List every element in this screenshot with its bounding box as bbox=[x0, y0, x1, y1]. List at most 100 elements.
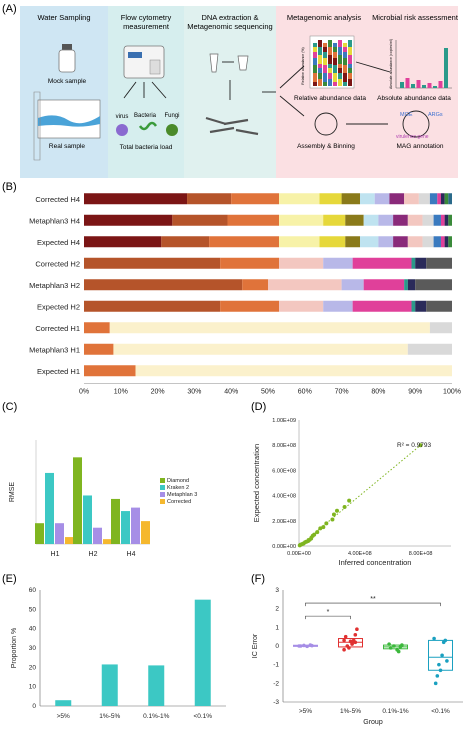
stacked-bar-segment bbox=[418, 193, 430, 205]
data-point bbox=[310, 643, 314, 648]
rmse-bar bbox=[73, 457, 82, 544]
mini-bar-segment bbox=[313, 47, 317, 52]
stacked-bar-segment bbox=[84, 236, 162, 248]
legend-label: Diamond bbox=[167, 478, 189, 484]
rmse-bar bbox=[131, 507, 140, 544]
mini-bar-segment bbox=[348, 73, 352, 79]
scatter-point bbox=[297, 543, 302, 548]
stacked-bar-segment bbox=[84, 193, 188, 205]
stacked-bar-segment bbox=[113, 343, 408, 355]
mini-bar-segment bbox=[348, 40, 352, 47]
y-axis-label: RMSE bbox=[9, 482, 16, 503]
proportion-bar-chart-e: (E) 0 10 20 30 40 50 60 Proportion % >5% 1%-5% 0.1… bbox=[2, 573, 226, 720]
data-point bbox=[441, 640, 446, 645]
stacked-bar-segment bbox=[393, 236, 408, 248]
mini-bar-segment bbox=[343, 43, 347, 47]
rmse-bar bbox=[121, 511, 130, 544]
stacked-bar-segment bbox=[319, 193, 342, 205]
mini-bar-segment bbox=[343, 58, 347, 65]
data-point bbox=[345, 644, 350, 648]
stacked-bar-segment bbox=[404, 193, 419, 205]
bacteria-label: Bacteria bbox=[134, 113, 157, 119]
mge-label: MGE bbox=[400, 112, 413, 118]
x-tick-label: 90% bbox=[408, 389, 422, 396]
data-point bbox=[302, 643, 306, 648]
row-label: Metaphlan3 H1 bbox=[29, 345, 80, 354]
mini-bar-segment bbox=[323, 52, 327, 58]
stacked-bar-segment bbox=[422, 214, 434, 226]
r-squared-annotation: R² = 0.9793 bbox=[397, 442, 432, 449]
mini-bar-segment bbox=[338, 79, 342, 86]
mini-bar-segment bbox=[343, 47, 347, 52]
stacked-bar-segment bbox=[323, 257, 353, 269]
mini-bar-segment bbox=[338, 64, 342, 68]
rel-abundance-label: Relative abundance data bbox=[294, 95, 366, 102]
legend-swatch bbox=[160, 492, 165, 497]
row-label: Metaphlan3 H4 bbox=[29, 216, 80, 225]
stacked-bar-segment bbox=[279, 236, 320, 248]
y-axis-label: IC Error bbox=[252, 633, 259, 658]
stacked-bar-segment bbox=[319, 236, 346, 248]
scatter-point bbox=[418, 443, 423, 448]
data-point bbox=[388, 646, 393, 650]
absolute-abundance-thumbnail bbox=[395, 40, 452, 89]
assembly-circle bbox=[314, 112, 338, 136]
mini-bar-segment bbox=[333, 82, 337, 86]
y-tick-label: 3 bbox=[275, 587, 279, 594]
rmse-bar bbox=[45, 472, 54, 544]
mini-bar-segment bbox=[328, 68, 332, 73]
mini-bar-segment bbox=[333, 47, 337, 52]
scatter-point bbox=[318, 526, 323, 531]
stacked-bar-segment bbox=[323, 300, 353, 312]
row-label: Corrected H1 bbox=[35, 324, 80, 333]
scatter-point bbox=[347, 498, 352, 503]
rmse-bar bbox=[55, 523, 64, 544]
x-axis-label: Group bbox=[363, 719, 383, 726]
row-label: Expected H2 bbox=[37, 302, 80, 311]
row-label: Metaphlan3 H2 bbox=[29, 281, 80, 290]
mini-bar-segment bbox=[318, 68, 322, 73]
x-tick-label: 70% bbox=[335, 389, 349, 396]
rel-axis-label: Relative abundance (%) bbox=[301, 47, 305, 84]
stacked-bar-segment bbox=[279, 214, 324, 226]
section-title-metagenomic: Metagenomic analysis bbox=[287, 13, 361, 22]
x-tick-label: 80% bbox=[371, 389, 385, 396]
mini-bar-segment bbox=[333, 43, 337, 47]
mini-abs-bar bbox=[416, 80, 421, 88]
mini-bar-segment bbox=[338, 47, 342, 55]
stacked-bar-segment bbox=[415, 300, 427, 312]
x-tick-label: 20% bbox=[151, 389, 165, 396]
y-axis-label: Proportion % bbox=[11, 628, 18, 668]
mini-bar-segment bbox=[338, 73, 342, 79]
section-title-risk: Microbial risk assessment bbox=[372, 13, 459, 22]
mini-bar-segment bbox=[343, 73, 347, 82]
stacked-bar-segment bbox=[242, 279, 268, 291]
rmse-bar bbox=[83, 495, 92, 544]
proportion-bar bbox=[194, 599, 211, 706]
rmse-bar bbox=[103, 539, 112, 544]
data-point bbox=[355, 627, 359, 631]
mini-bar-segment bbox=[323, 43, 327, 47]
x-tick-label: 1%-5% bbox=[99, 713, 120, 720]
lower-branch-arrow bbox=[279, 95, 305, 117]
y-tick-label: -3 bbox=[273, 699, 279, 706]
rmse-bar bbox=[35, 523, 44, 544]
mini-bar-segment bbox=[328, 73, 332, 79]
stacked-bar-segment bbox=[84, 300, 221, 312]
stacked-bar-segment bbox=[279, 193, 320, 205]
workflow-figure: (A) Water Sampling Flow cytometry measure… bbox=[2, 3, 459, 178]
virulence-label: virulence gene bbox=[396, 134, 429, 140]
mini-bar-segment bbox=[313, 73, 317, 82]
x-tick-label: >5% bbox=[299, 708, 312, 715]
sequencing-reads-icon bbox=[205, 116, 259, 136]
virus-label: virus bbox=[116, 114, 129, 120]
x-tick-label: <0.1% bbox=[193, 713, 212, 720]
mini-bar-segment bbox=[328, 64, 332, 68]
stacked-bar-segment bbox=[341, 279, 364, 291]
mini-bar-segment bbox=[323, 47, 327, 52]
scatter-point bbox=[335, 508, 339, 513]
rmse-bar bbox=[65, 537, 74, 544]
y-tick-label: 8.00E+08 bbox=[272, 443, 296, 449]
bacteria-icon bbox=[138, 121, 158, 131]
significance-bracket bbox=[305, 615, 351, 620]
